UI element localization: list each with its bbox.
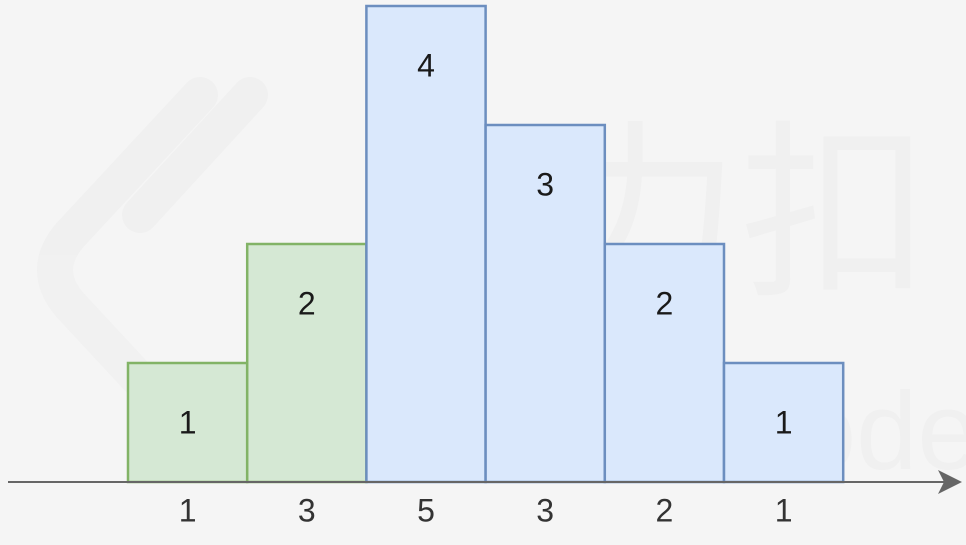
category-label: 3 <box>536 492 554 528</box>
bar-value-label: 3 <box>536 166 554 202</box>
bar-value-label: 1 <box>775 404 793 440</box>
category-label: 1 <box>179 492 197 528</box>
x-axis <box>8 470 962 494</box>
bar-labels-group: 1 2 4 3 2 1 <box>179 47 793 440</box>
bar-2 <box>245 242 368 484</box>
category-label: 2 <box>656 492 674 528</box>
bars-group <box>126 4 845 484</box>
bar-value-label: 4 <box>417 47 435 83</box>
category-label: 3 <box>298 492 316 528</box>
x-axis-arrow-icon <box>938 470 962 494</box>
category-label: 5 <box>417 492 435 528</box>
bar-6 <box>722 361 845 484</box>
bar-value-label: 2 <box>656 285 674 321</box>
bar-5 <box>603 242 726 484</box>
category-labels-group: 1 3 5 3 2 1 <box>179 492 793 528</box>
category-label: 1 <box>775 492 793 528</box>
bar-value-label: 1 <box>179 404 197 440</box>
bar-value-label: 2 <box>298 285 316 321</box>
bar-1 <box>126 361 249 484</box>
